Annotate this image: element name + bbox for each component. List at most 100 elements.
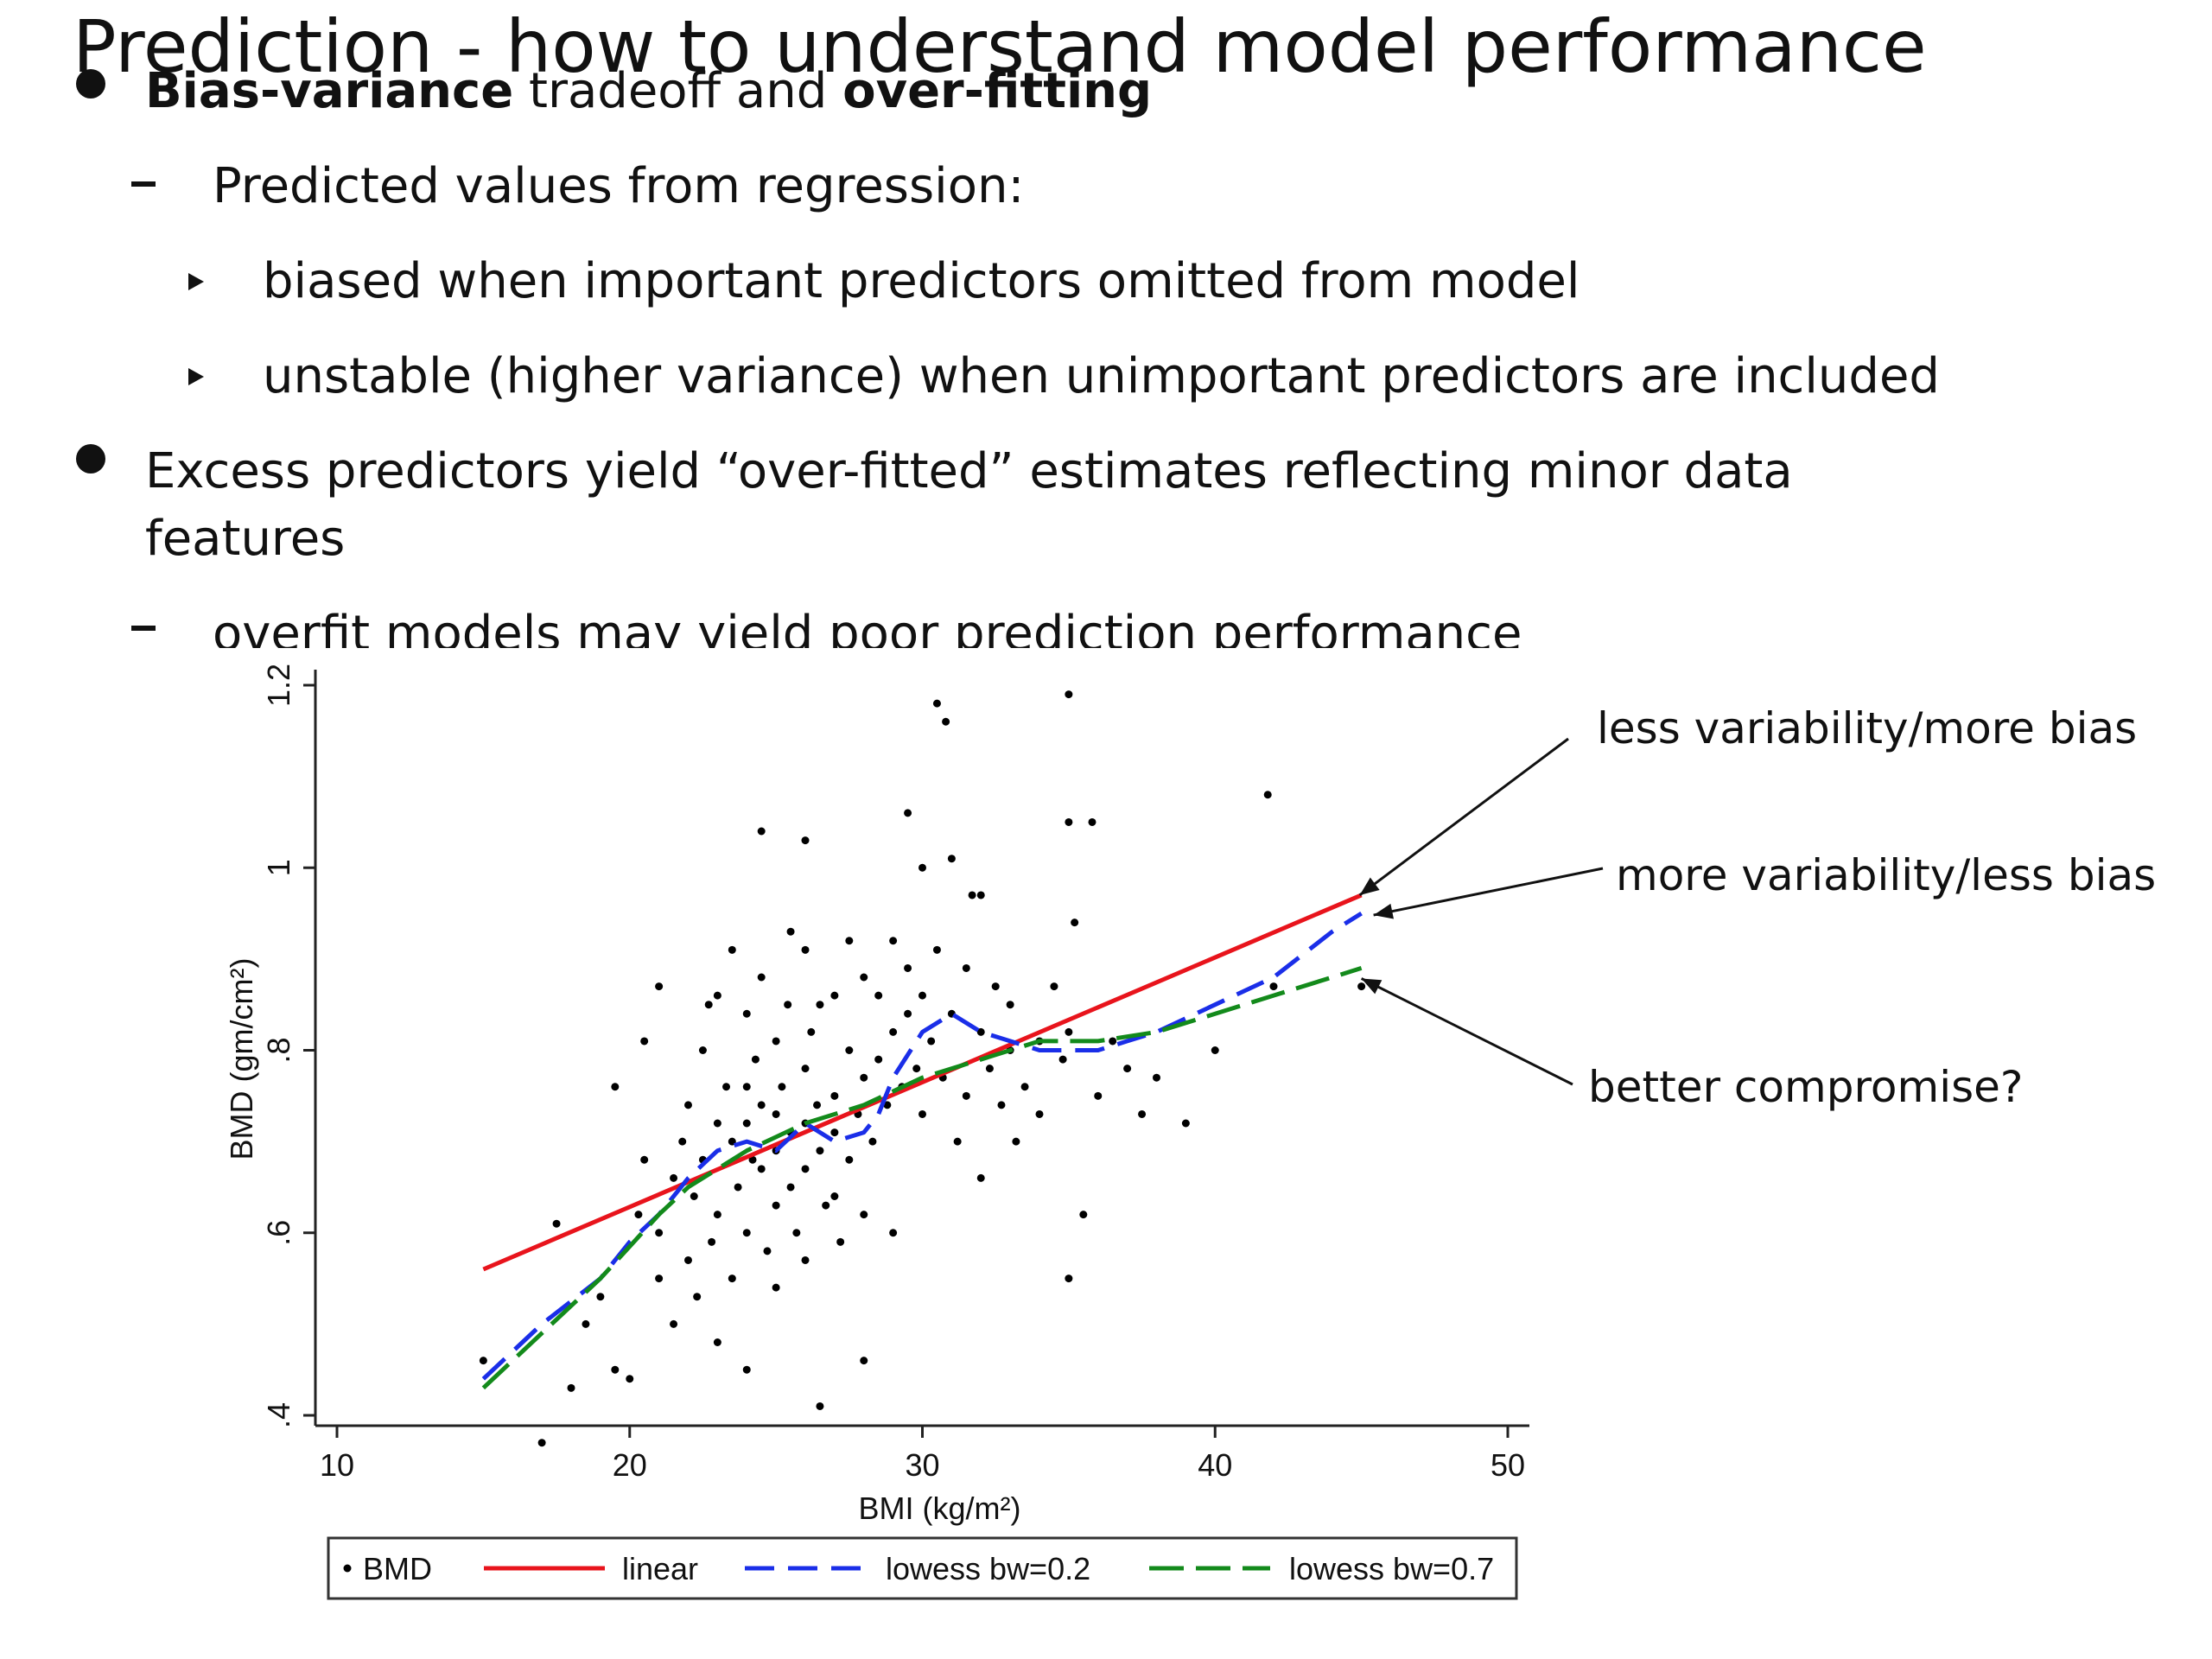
bmd-point [927,1037,936,1046]
bmd-point [684,1101,692,1109]
bmd-point [813,1101,822,1109]
bmd-point [1020,1083,1029,1091]
bmd-point [991,982,1000,991]
bmd-point [479,1357,487,1365]
bmd-point [772,1201,780,1210]
bmd-point [786,927,795,936]
bmd-point [1065,1274,1073,1283]
plot-layer [479,690,1366,1447]
bmd-point [757,973,766,982]
bmd-point [830,1192,839,1200]
bmd-point [860,1073,868,1082]
bmd-point [932,945,941,954]
bmd-point [976,891,985,899]
sub-item-2: unstable (higher variance) when unimport… [263,348,1940,404]
bmd-point [1263,791,1272,799]
bmd-point [830,991,839,1000]
sub-item-1: biased when important predictors omitted… [263,253,1580,309]
bmd-point [942,717,950,726]
bmd-point [830,1128,839,1137]
bmd-point [772,1283,780,1292]
bmd-point [713,1119,721,1128]
bmd-point [816,1001,824,1009]
bmd-point [904,963,912,972]
bmd-point [845,937,854,945]
bmd-point [1211,1046,1219,1054]
bmd-point [693,1293,702,1301]
triangle-bullet-2 [188,368,204,385]
bmd-point [1065,817,1073,826]
legend-label: lowess bw=0.7 [1289,1551,1494,1586]
legend-symbol-dot [343,1564,352,1573]
bmd-point [953,1137,962,1146]
bullet-dot-1 [76,69,105,99]
bmd-point [860,1211,868,1219]
x-axis-label: BMI (kg/m²) [859,1491,1021,1526]
bullet-dot-2 [76,444,105,474]
bmd-point [904,1009,912,1018]
bmd-point [904,809,912,817]
annotation-arrow-head [1361,978,1382,995]
bmd-point [634,1211,643,1219]
bmd-point [976,1027,985,1036]
annotation-arrow-line [1373,867,1604,917]
bmd-point [786,1183,795,1192]
bmd-point [582,1319,590,1328]
bmd-point [1123,1065,1132,1073]
bmd-point [742,1009,751,1018]
bmd-point [889,1229,898,1237]
bmd-point [748,1155,757,1164]
bmd-point [816,1402,824,1410]
y-tick-label: .4 [261,1402,296,1428]
bmd-point [678,1137,687,1146]
dash-1 [131,181,156,187]
bullet-1-bold-1: Bias-variance [145,63,514,119]
bmd-point [1153,1073,1160,1082]
bmd-point [728,945,736,954]
annotation-arrow-head [1359,877,1380,895]
bmd-point [757,1165,766,1173]
annotation-arrow-line [1360,977,1573,1086]
bullet-1: Bias-variance tradeoff and over-fitting [145,62,1152,120]
bmd-point [889,937,898,945]
bmd-point [947,855,956,863]
y-tick-label: 1 [261,859,296,876]
triangle-bullet-1 [188,273,204,290]
bmd-point [596,1293,605,1301]
x-tick-label: 30 [905,1447,939,1483]
bmd-point [742,1119,751,1128]
bmd-point [868,1137,877,1146]
bmd-point [778,1083,786,1091]
slide-text-block: Bias-variance tradeoff and over-fitting … [0,0,2212,648]
bmd-point [537,1439,546,1447]
bmd-point [874,991,883,1000]
bmd-point [713,1338,721,1346]
bmd-point [640,1037,649,1046]
slide-title: Prediction - how to understand model per… [73,4,1927,89]
bmd-point [670,1173,678,1182]
annotation-arrow-head [1373,903,1394,919]
bmd-point [713,991,721,1000]
bmd-point [845,1046,854,1054]
sub-bullet-2: overfit models may yield poor prediction… [213,606,1522,648]
bmd-point [836,1237,845,1246]
bmd-point [845,1155,854,1164]
bmd-point [962,963,970,972]
bmd-point [655,1274,664,1283]
bullet-2-line-2: features [145,511,346,567]
annotation-label: better compromise? [1588,1062,2023,1112]
bmd-point [860,973,868,982]
bmd-point [784,1001,792,1009]
bmd-point [626,1375,634,1383]
bmd-point [801,1065,810,1073]
bmd-point [985,1065,994,1073]
bmd-point [670,1319,678,1328]
bmd-point [932,699,941,708]
bmd-point [713,1211,721,1219]
dash-2 [131,626,156,631]
bmd-point [751,1055,760,1064]
y-tick-label: .6 [261,1220,296,1246]
bmd-point [1006,1001,1014,1009]
series-line-lowess-bw-0-2 [481,911,1363,1381]
bmd-point [772,1037,780,1046]
